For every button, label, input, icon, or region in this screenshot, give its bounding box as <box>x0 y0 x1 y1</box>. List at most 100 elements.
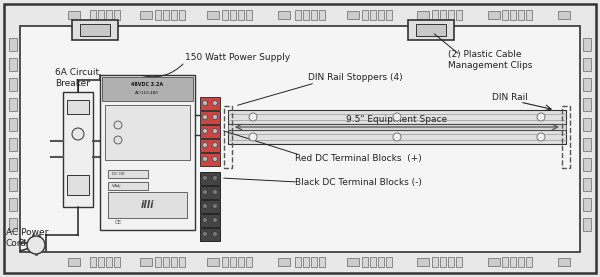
Bar <box>558 11 570 19</box>
Bar <box>488 258 500 266</box>
Bar <box>362 257 368 267</box>
Bar <box>9 78 17 91</box>
Bar <box>108 170 148 178</box>
Bar <box>583 178 591 191</box>
Bar <box>583 138 591 151</box>
Bar <box>432 10 438 20</box>
Bar <box>200 214 220 227</box>
Bar <box>488 11 500 19</box>
Bar <box>98 10 104 20</box>
Bar <box>200 111 220 124</box>
Circle shape <box>537 113 545 121</box>
Bar <box>583 158 591 171</box>
Circle shape <box>212 176 218 181</box>
Circle shape <box>203 129 208 134</box>
Bar <box>518 257 524 267</box>
Bar <box>155 10 161 20</box>
Circle shape <box>203 157 208 161</box>
Bar <box>200 228 220 241</box>
Bar <box>224 106 232 168</box>
Circle shape <box>114 136 122 144</box>
Bar <box>207 258 219 266</box>
Bar <box>246 257 252 267</box>
Bar <box>200 139 220 152</box>
Circle shape <box>212 142 218 147</box>
Bar <box>416 24 446 36</box>
Bar <box>163 257 169 267</box>
Bar <box>278 258 290 266</box>
Text: illi: illi <box>140 200 154 210</box>
Bar <box>140 11 152 19</box>
Text: 48VDC 3.2A: 48VDC 3.2A <box>131 81 163 86</box>
Circle shape <box>114 121 122 129</box>
Bar <box>9 178 17 191</box>
Bar <box>278 11 290 19</box>
Bar <box>558 258 570 266</box>
Bar <box>80 24 110 36</box>
Bar <box>163 10 169 20</box>
Bar <box>9 158 17 171</box>
Bar <box>200 172 220 185</box>
Bar <box>583 218 591 231</box>
Bar <box>448 10 454 20</box>
Bar <box>378 10 384 20</box>
Bar <box>200 125 220 138</box>
Bar <box>106 10 112 20</box>
Bar <box>303 10 309 20</box>
Text: V.Adj: V.Adj <box>112 184 121 188</box>
Bar <box>295 10 301 20</box>
Bar <box>440 10 446 20</box>
Bar <box>179 257 185 267</box>
Bar <box>72 20 118 40</box>
Bar <box>230 257 236 267</box>
Bar <box>228 110 566 124</box>
Bar <box>456 257 462 267</box>
Circle shape <box>72 128 84 140</box>
Bar <box>378 257 384 267</box>
Bar <box>9 58 17 71</box>
Bar <box>295 257 301 267</box>
Bar <box>432 257 438 267</box>
Bar <box>108 192 187 218</box>
Bar <box>155 257 161 267</box>
Bar <box>67 175 89 195</box>
Bar <box>171 257 177 267</box>
Bar <box>386 10 392 20</box>
Bar <box>502 10 508 20</box>
Bar <box>303 257 309 267</box>
Bar <box>238 257 244 267</box>
Circle shape <box>212 129 218 134</box>
Bar <box>583 78 591 91</box>
Bar <box>68 11 80 19</box>
Bar <box>222 10 228 20</box>
Circle shape <box>203 114 208 119</box>
Bar <box>347 11 359 19</box>
Bar <box>583 38 591 51</box>
Text: Black DC Terminal Blocks (-): Black DC Terminal Blocks (-) <box>295 178 422 186</box>
Bar <box>114 257 120 267</box>
Bar <box>90 10 96 20</box>
Bar <box>386 257 392 267</box>
Bar <box>68 258 80 266</box>
Circle shape <box>203 176 208 181</box>
Bar <box>106 257 112 267</box>
Text: (2) Plastic Cable
Management Clips: (2) Plastic Cable Management Clips <box>448 50 532 70</box>
Bar <box>370 10 376 20</box>
Bar <box>100 75 195 230</box>
Bar <box>98 257 104 267</box>
Bar <box>105 105 190 160</box>
Text: AC/110-480: AC/110-480 <box>135 91 159 95</box>
Bar <box>408 20 454 40</box>
Bar <box>9 218 17 231</box>
Bar <box>502 257 508 267</box>
Circle shape <box>212 217 218 222</box>
Bar <box>440 257 446 267</box>
Bar <box>518 10 524 20</box>
Bar <box>222 257 228 267</box>
Bar <box>370 257 376 267</box>
Circle shape <box>203 217 208 222</box>
Text: 150 Watt Power Supply: 150 Watt Power Supply <box>185 53 290 63</box>
Bar <box>347 258 359 266</box>
Bar <box>207 11 219 19</box>
Bar <box>417 11 429 19</box>
